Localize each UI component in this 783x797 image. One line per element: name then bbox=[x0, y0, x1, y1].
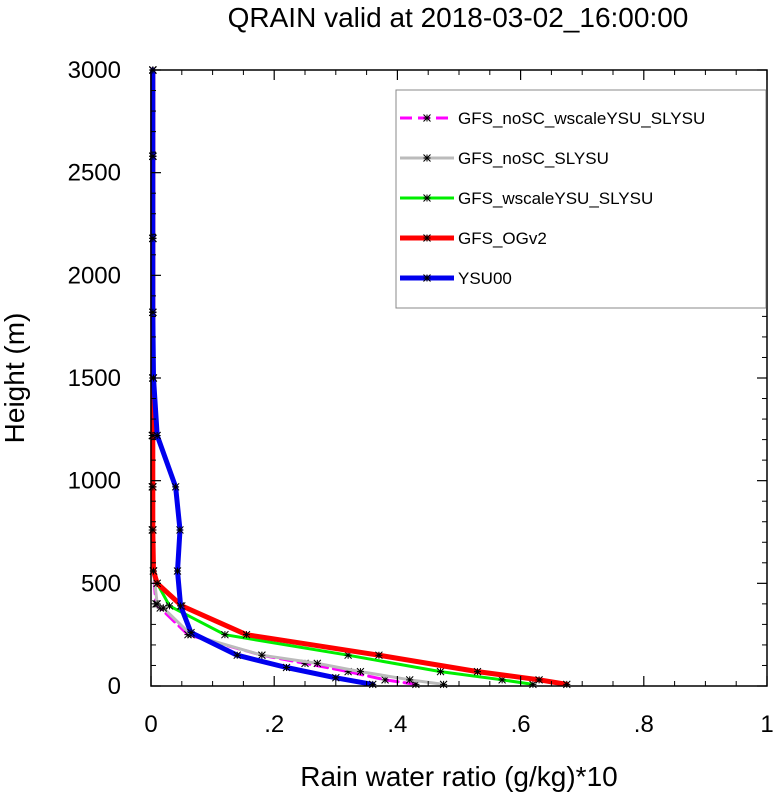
legend-marker bbox=[423, 154, 431, 162]
data-point bbox=[375, 651, 383, 660]
legend-item: GFS_noSC_SLYSU bbox=[400, 149, 609, 168]
legend: GFS_noSC_wscaleYSU_SLYSU GFS_noSC_SLYSU GF… bbox=[395, 89, 767, 309]
data-point bbox=[301, 659, 309, 668]
x-tick-label: .4 bbox=[387, 711, 407, 738]
legend-marker bbox=[423, 114, 431, 122]
legend-marker bbox=[423, 194, 431, 202]
data-point bbox=[344, 651, 352, 660]
x-tick-label: 1 bbox=[760, 711, 773, 738]
data-point bbox=[148, 308, 157, 317]
data-point bbox=[258, 651, 266, 660]
data-point bbox=[153, 431, 162, 440]
data-point bbox=[176, 526, 184, 534]
legend-item: GFS_OGv2 bbox=[400, 229, 547, 248]
x-tick-label: .8 bbox=[634, 711, 654, 738]
data-point bbox=[148, 482, 157, 491]
data-point bbox=[165, 602, 174, 610]
data-point bbox=[149, 567, 158, 575]
legend-label: GFS_noSC_wscaleYSU_SLYSU bbox=[458, 109, 705, 128]
data-point bbox=[171, 482, 180, 491]
data-point bbox=[176, 602, 185, 610]
x-tick-label: .2 bbox=[264, 711, 284, 738]
data-point bbox=[233, 651, 242, 660]
data-point bbox=[173, 567, 182, 575]
y-tick-label: 0 bbox=[108, 673, 121, 700]
legend-item: GFS_noSC_wscaleYSU_SLYSU bbox=[400, 109, 705, 128]
data-point bbox=[535, 675, 543, 684]
data-point bbox=[313, 659, 322, 668]
data-point bbox=[148, 526, 157, 534]
series-1 bbox=[148, 66, 420, 689]
data-point bbox=[221, 630, 229, 639]
legend-label: GFS_OGv2 bbox=[458, 229, 547, 248]
chart-title: QRAIN valid at 2018-03-02_16:00:00 bbox=[228, 2, 689, 33]
y-axis-label: Height (m) bbox=[0, 313, 30, 444]
data-point bbox=[282, 663, 291, 672]
data-point bbox=[498, 675, 506, 684]
data-point bbox=[331, 673, 340, 682]
x-tick-label: 0 bbox=[144, 711, 157, 738]
data-point bbox=[368, 680, 377, 689]
legend-box bbox=[395, 89, 767, 309]
y-tick-label: 1500 bbox=[68, 365, 121, 392]
x-axis-label: Rain water ratio (g/kg)*10 bbox=[300, 761, 617, 792]
data-point bbox=[344, 667, 352, 676]
data-point bbox=[148, 431, 157, 440]
data-point bbox=[242, 630, 251, 639]
y-tick-label: 2500 bbox=[68, 160, 121, 187]
legend-label: YSU00 bbox=[458, 269, 512, 288]
y-tick-label: 500 bbox=[81, 570, 121, 597]
legend-marker bbox=[423, 234, 431, 242]
y-tick-label: 3000 bbox=[68, 57, 121, 84]
legend-item: YSU00 bbox=[400, 269, 512, 288]
data-point bbox=[562, 680, 571, 689]
data-point bbox=[356, 667, 365, 676]
legend-marker bbox=[423, 274, 431, 282]
x-tick-label: .6 bbox=[511, 711, 531, 738]
legend-label: GFS_wscaleYSU_SLYSU bbox=[458, 189, 653, 208]
legend-label: GFS_noSC_SLYSU bbox=[458, 149, 609, 168]
data-point bbox=[529, 680, 537, 689]
data-point bbox=[436, 667, 445, 676]
data-point bbox=[381, 675, 389, 684]
series-line bbox=[150, 68, 418, 686]
data-point bbox=[148, 152, 157, 161]
data-point bbox=[187, 628, 195, 637]
series-line bbox=[150, 67, 376, 687]
data-point bbox=[412, 680, 420, 689]
series-5 bbox=[148, 66, 377, 689]
y-tick-label: 1000 bbox=[68, 468, 121, 495]
data-point bbox=[439, 680, 448, 689]
data-point bbox=[159, 604, 168, 612]
legend-item: GFS_wscaleYSU_SLYSU bbox=[400, 189, 653, 208]
data-point bbox=[153, 600, 162, 608]
ticks-layer: 0 .2 .4 .6 .8 1 0 500 1000 1500 2000 2500 3000 bbox=[68, 57, 774, 738]
data-point bbox=[405, 675, 414, 684]
data-point bbox=[148, 234, 157, 243]
y-tick-label: 2000 bbox=[68, 262, 121, 289]
data-point bbox=[473, 667, 482, 676]
